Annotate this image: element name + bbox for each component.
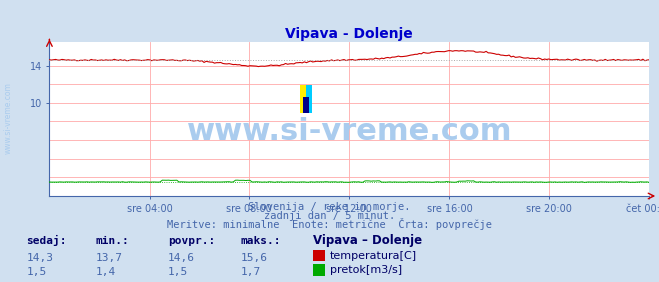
Text: min.:: min.: [96, 236, 129, 246]
Text: maks.:: maks.: [241, 236, 281, 246]
Text: Vipava – Dolenje: Vipava – Dolenje [313, 234, 422, 247]
Text: povpr.:: povpr.: [168, 236, 215, 246]
Text: 1,5: 1,5 [26, 267, 47, 277]
Text: 1,4: 1,4 [96, 267, 116, 277]
Text: sedaj:: sedaj: [26, 235, 67, 246]
Text: zadnji dan / 5 minut.: zadnji dan / 5 minut. [264, 212, 395, 221]
Text: Slovenija / reke in morje.: Slovenija / reke in morje. [248, 202, 411, 212]
Text: temperatura[C]: temperatura[C] [330, 251, 417, 261]
Text: pretok[m3/s]: pretok[m3/s] [330, 265, 402, 275]
Text: Meritve: minimalne  Enote: metrične  Črta: povprečje: Meritve: minimalne Enote: metrične Črta:… [167, 219, 492, 230]
Text: 13,7: 13,7 [96, 253, 123, 263]
Title: Vipava - Dolenje: Vipava - Dolenje [285, 27, 413, 41]
Text: 14,6: 14,6 [168, 253, 195, 263]
Text: 15,6: 15,6 [241, 253, 268, 263]
Text: www.si-vreme.com: www.si-vreme.com [186, 117, 512, 146]
Text: 14,3: 14,3 [26, 253, 53, 263]
Text: www.si-vreme.com: www.si-vreme.com [3, 83, 13, 154]
Text: 1,7: 1,7 [241, 267, 261, 277]
Text: 1,5: 1,5 [168, 267, 188, 277]
